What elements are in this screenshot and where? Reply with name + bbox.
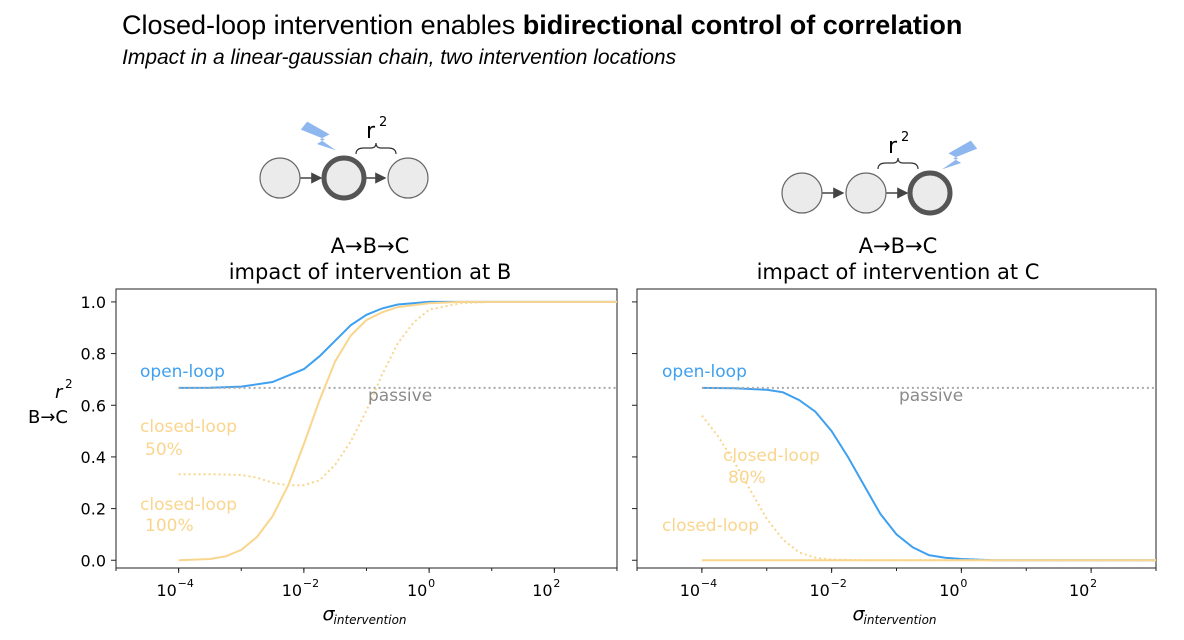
lightning-icon bbox=[942, 140, 978, 170]
annotation-closed-loop: closed-loop bbox=[662, 516, 759, 536]
diagram-r-exponent: 2 bbox=[379, 115, 387, 130]
series-line bbox=[701, 386, 1156, 562]
x-tick-label: 10 bbox=[407, 581, 427, 600]
y-axis-r-label: r bbox=[55, 382, 64, 403]
x-tick-exponent: −2 bbox=[303, 577, 319, 590]
annotation-closed-loop: closed-loop bbox=[723, 446, 820, 466]
y-axis-label: r 2 B→C bbox=[28, 377, 73, 428]
annotation-passive: passive bbox=[368, 386, 432, 406]
x-tick-exponent: 0 bbox=[960, 577, 967, 590]
x-tick-label: 10 bbox=[680, 581, 700, 600]
x-tick-exponent: −4 bbox=[701, 577, 717, 590]
series-line bbox=[178, 300, 617, 562]
title-bold-text: bidirectional control of correlation bbox=[522, 10, 963, 40]
annotation-closed-loop-pct: 100% bbox=[145, 516, 194, 536]
node-circle bbox=[321, 155, 367, 201]
annotation-closed-loop: closed-loop bbox=[140, 417, 237, 437]
x-tick-label: 10 bbox=[939, 581, 959, 600]
chart-title-line1: A→B→C bbox=[859, 234, 938, 258]
annotation-closed-loop-pct: 50% bbox=[145, 440, 183, 460]
y-tick-label: 0.8 bbox=[81, 345, 106, 364]
y-axis-pair-label: B→C bbox=[28, 407, 68, 428]
annotation-passive: passive bbox=[899, 386, 963, 406]
node-circle bbox=[387, 157, 429, 199]
diagram-r-exponent: 2 bbox=[901, 130, 909, 145]
x-axis-label: σ bbox=[853, 603, 866, 625]
x-axis-label: σ bbox=[323, 603, 336, 625]
node-circle bbox=[907, 170, 953, 216]
lightning-icon bbox=[300, 121, 336, 151]
x-tick-label: 10 bbox=[1069, 581, 1089, 600]
x-tick-label: 10 bbox=[156, 581, 176, 600]
chart-title-line2: impact of intervention at C bbox=[757, 260, 1040, 284]
series-line bbox=[178, 300, 617, 487]
chart-title-line1: A→B→C bbox=[331, 234, 410, 258]
y-tick-label: 0.4 bbox=[81, 448, 106, 467]
chart-title-line2: impact of intervention at B bbox=[229, 260, 512, 284]
node-circle bbox=[845, 172, 887, 214]
y-tick-label: 0.2 bbox=[81, 500, 106, 519]
x-axis-label-subscript: intervention bbox=[864, 613, 937, 627]
x-tick-label: 10 bbox=[809, 581, 829, 600]
node-circle bbox=[781, 172, 823, 214]
x-tick-exponent: −4 bbox=[178, 577, 194, 590]
diagram-r-label: r bbox=[888, 134, 898, 159]
annotation-open-loop: open-loop bbox=[662, 362, 747, 382]
x-tick-exponent: 2 bbox=[553, 577, 560, 590]
y-tick-label: 0.6 bbox=[81, 396, 106, 415]
x-tick-exponent: 0 bbox=[428, 577, 435, 590]
y-tick-label: 0.0 bbox=[81, 551, 106, 570]
diagram-r-label: r bbox=[366, 119, 376, 144]
annotation-closed-loop-pct: 80% bbox=[728, 468, 766, 488]
title-text: Closed-loop intervention enables bbox=[122, 10, 523, 40]
brace bbox=[355, 142, 397, 155]
node-circle bbox=[259, 157, 301, 199]
x-tick-label: 10 bbox=[532, 581, 552, 600]
x-tick-label: 10 bbox=[282, 581, 302, 600]
x-tick-exponent: −2 bbox=[831, 577, 847, 590]
annotation-open-loop: open-loop bbox=[140, 362, 225, 382]
x-axis-label-subscript: intervention bbox=[334, 613, 407, 627]
series-line bbox=[701, 414, 1156, 562]
brace bbox=[877, 157, 919, 170]
x-tick-exponent: 2 bbox=[1090, 577, 1097, 590]
y-axis-r-exponent: 2 bbox=[65, 377, 73, 391]
annotation-closed-loop: closed-loop bbox=[140, 495, 237, 515]
page-subtitle: Impact in a linear-gaussian chain, two i… bbox=[122, 46, 677, 69]
page-title: Closed-loop intervention enables bidirec… bbox=[122, 10, 962, 41]
y-tick-label: 1.0 bbox=[81, 293, 106, 312]
